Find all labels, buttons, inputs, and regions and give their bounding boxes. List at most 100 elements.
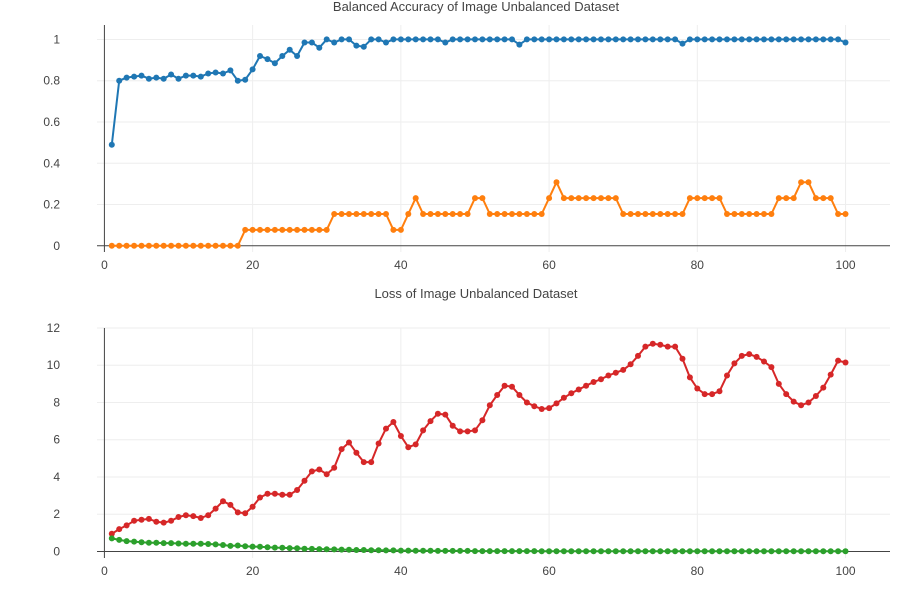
x-tick-label: 40	[394, 258, 408, 272]
data-point	[842, 548, 849, 555]
data-point	[472, 548, 478, 555]
data-point	[642, 211, 649, 217]
data-point	[464, 211, 471, 217]
data-point	[746, 36, 753, 43]
data-point	[123, 74, 130, 81]
data-point	[145, 539, 152, 546]
data-point	[605, 548, 612, 555]
data-point	[175, 75, 182, 82]
data-point	[116, 526, 123, 533]
series-line-1	[110, 537, 847, 553]
data-point	[279, 491, 286, 498]
data-point	[805, 399, 812, 406]
data-point	[753, 353, 760, 360]
data-point	[768, 364, 775, 371]
data-point	[679, 355, 686, 362]
data-point	[190, 513, 197, 520]
series-line-0	[110, 38, 847, 146]
data-point	[353, 211, 360, 217]
accuracy-chart: Balanced Accuracy of Image Unbalanced Da…	[43, 0, 890, 272]
data-point	[709, 195, 716, 202]
data-point	[434, 36, 441, 43]
data-point	[449, 422, 456, 429]
data-point	[279, 544, 286, 551]
data-point	[286, 226, 293, 233]
data-point	[768, 36, 775, 43]
data-point	[753, 211, 760, 217]
data-point	[264, 226, 271, 233]
data-point	[835, 357, 842, 364]
data-point	[694, 36, 701, 43]
data-point	[294, 545, 301, 552]
data-point	[605, 372, 612, 379]
data-point	[442, 211, 449, 217]
data-point	[612, 369, 619, 376]
data-point	[842, 211, 849, 217]
data-point	[383, 39, 389, 46]
data-point	[390, 226, 397, 233]
data-point	[449, 547, 456, 554]
data-point	[642, 548, 649, 555]
chart-title: Balanced Accuracy of Image Unbalanced Da…	[333, 0, 620, 14]
data-point	[308, 226, 315, 233]
data-point	[761, 36, 767, 43]
data-point	[405, 211, 412, 217]
data-point	[212, 505, 219, 512]
data-point	[131, 73, 138, 80]
data-point	[205, 242, 212, 249]
data-point	[220, 242, 226, 249]
data-point	[664, 36, 671, 43]
data-point	[138, 516, 145, 523]
data-point	[227, 242, 234, 249]
data-point	[731, 211, 738, 217]
data-point	[168, 242, 175, 249]
data-point	[798, 179, 805, 186]
data-point	[197, 540, 204, 547]
data-point	[553, 400, 560, 407]
data-point	[746, 211, 753, 217]
data-point	[494, 392, 501, 398]
data-point	[168, 71, 175, 78]
y-tick-label: 0.2	[43, 198, 60, 212]
data-point	[686, 374, 693, 381]
data-point	[738, 352, 745, 359]
data-point	[486, 36, 493, 43]
data-point	[738, 211, 745, 217]
data-point	[753, 36, 760, 43]
data-point	[279, 226, 286, 233]
data-point	[331, 464, 338, 471]
data-point	[205, 512, 212, 519]
data-point	[479, 548, 486, 555]
data-point	[131, 517, 138, 524]
data-point	[835, 211, 842, 217]
data-point	[538, 211, 545, 217]
data-point	[790, 195, 797, 202]
data-point	[390, 419, 397, 425]
data-point	[709, 36, 716, 43]
data-point	[249, 543, 256, 550]
data-point	[397, 226, 404, 233]
data-point	[138, 72, 145, 79]
data-point	[123, 242, 130, 249]
data-point	[294, 53, 301, 59]
data-point	[775, 548, 782, 555]
data-point	[805, 36, 812, 43]
x-tick-label: 100	[836, 258, 856, 272]
data-point	[783, 195, 790, 202]
data-point	[182, 540, 189, 547]
data-point	[501, 211, 508, 217]
data-point	[694, 548, 701, 555]
data-point	[197, 515, 204, 521]
data-point	[353, 449, 360, 456]
data-point	[812, 195, 819, 202]
data-point	[145, 242, 152, 249]
data-point	[805, 179, 812, 186]
data-point	[679, 548, 686, 555]
data-point	[346, 211, 352, 217]
data-point	[427, 36, 434, 43]
data-point	[568, 390, 575, 397]
data-point	[635, 36, 641, 43]
data-point	[509, 548, 515, 555]
data-point	[827, 548, 834, 555]
